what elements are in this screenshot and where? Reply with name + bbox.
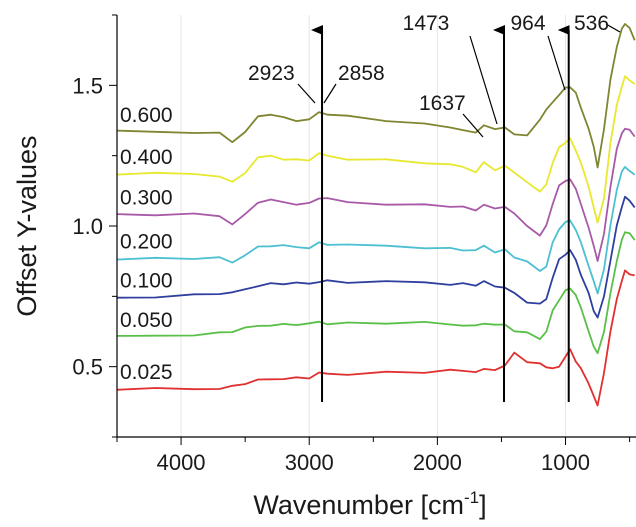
peak-leader-1473 <box>469 35 498 125</box>
peak-label-964: 964 <box>510 12 545 35</box>
peak-label-536: 536 <box>574 12 609 35</box>
peak-label-2923: 2923 <box>248 62 295 85</box>
x-axis-title-sup: -1 <box>464 488 479 507</box>
x-axis-title: Wavenumber [cm-1] <box>253 488 486 520</box>
series-line-0.025 <box>116 269 635 407</box>
ticks: 4000 3000 2000 1000 0.5 1.0 1.5 <box>72 14 631 475</box>
x-tick-label-1000: 1000 <box>541 450 590 475</box>
series-label-0.600: 0.600 <box>120 104 173 127</box>
peak-label-1473: 1473 <box>403 12 450 35</box>
series-line-0.300 <box>116 127 636 262</box>
peak-label-1637: 1637 <box>419 92 466 115</box>
peak-annotations: 2923 2858 1637 1473 964 536 <box>248 12 621 138</box>
peak-label-2858: 2858 <box>338 62 385 85</box>
peak-leader-964 <box>547 35 566 91</box>
peak-leader-2923 <box>297 83 316 104</box>
x-tick-label-3000: 3000 <box>285 450 334 475</box>
series-line-0.600 <box>116 23 636 169</box>
x-tick-label-2000: 2000 <box>413 450 462 475</box>
series-lines <box>116 23 636 407</box>
x-axis-title-main: Wavenumber [cm <box>253 490 464 520</box>
y-tick-label-1.5: 1.5 <box>72 73 103 98</box>
y-axis-title: Offset Y-values <box>12 135 42 316</box>
series-label-0.100: 0.100 <box>120 270 173 293</box>
peak-arrows <box>311 25 570 402</box>
peak-leader-536 <box>605 23 621 33</box>
y-tick-label-1: 1.0 <box>72 214 103 239</box>
series-line-0.400 <box>116 75 636 224</box>
series-label-0.300: 0.300 <box>120 187 173 210</box>
peak-leader-1637 <box>462 113 484 138</box>
series-labels: 0.600 0.400 0.300 0.200 0.100 0.050 0.025 <box>120 104 173 384</box>
series-label-0.200: 0.200 <box>120 230 173 253</box>
series-label-0.400: 0.400 <box>120 146 173 169</box>
x-axis-title-end: ] <box>479 490 487 520</box>
series-label-0.050: 0.050 <box>120 309 173 332</box>
x-tick-label-4000: 4000 <box>157 450 206 475</box>
peak-leader-2858 <box>323 83 337 104</box>
series-line-0.050 <box>116 231 636 355</box>
y-tick-label-0.5: 0.5 <box>72 355 103 380</box>
series-label-0.025: 0.025 <box>120 361 173 384</box>
series-line-0.100 <box>116 195 636 319</box>
grid-lines <box>180 15 567 437</box>
series-line-0.200 <box>116 166 636 295</box>
